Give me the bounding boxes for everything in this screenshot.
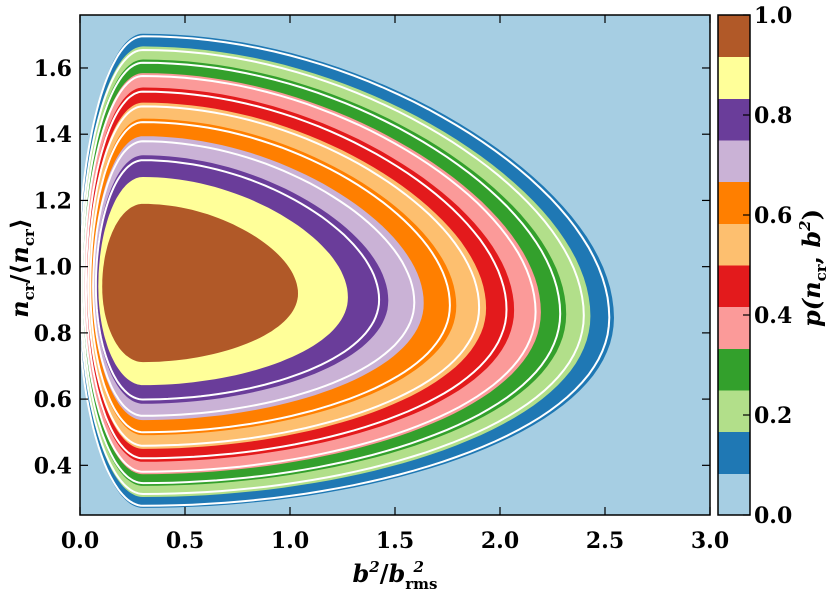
contour-line-2 [80,61,562,485]
heatmap-band-11 [102,203,298,363]
colorbar-swatch [718,15,750,57]
x-axis-label: b2/brms2 [353,558,438,593]
contour-line-6 [89,121,451,434]
colorbar-label: p(ncr, b2) [796,209,830,327]
y-tick-label: 0.6 [34,387,72,413]
colorbar [718,15,750,516]
y-tick-label: 0.8 [34,321,72,347]
heatmap-bands [80,33,614,508]
colorbar-swatch [718,56,750,99]
y-tick-label: 0.4 [34,453,72,479]
colorbar-tick-label: 0.6 [754,203,792,229]
colorbar-swatch [718,98,750,141]
colorbar-swatch [718,181,750,224]
x-tick-label: 1.0 [271,528,309,554]
colorbar-swatch [718,390,750,432]
colorbar-swatch [718,431,750,474]
contour-line-7 [92,140,416,417]
y-tick-label: 1.4 [34,122,72,148]
y-tick-label: 1.0 [34,255,72,281]
colorbar-swatch [718,223,750,266]
x-tick-label: 2.0 [481,528,519,554]
contour-line-4 [84,90,508,460]
x-tick-label: 1.5 [376,528,414,554]
white-contours [80,35,611,507]
contour-line-5 [87,105,481,447]
x-tick-label: 0.5 [166,528,204,554]
y-tick-label: 1.6 [34,56,72,82]
x-tick-label: 3.0 [691,528,729,554]
colorbar-swatch [718,140,750,182]
contour-line-8 [94,159,381,401]
contour-line-0 [80,35,611,507]
colorbar-tick-label: 0.4 [754,303,792,329]
colorbar-swatch [718,348,750,391]
colorbar-tick-label: 1.0 [754,3,792,29]
colorbar-tick-label: 0.2 [754,403,792,429]
colorbar-frame [717,14,751,516]
colorbar-axis: 0.0 0.2 0.4 0.6 0.8 1.0 [743,3,792,529]
y-tick-label: 1.2 [34,188,72,214]
x-tick-label: 2.5 [586,528,624,554]
colorbar-swatch [718,473,750,516]
y-axis: 0.4 0.6 0.8 1.0 1.2 1.4 1.6 [34,56,710,479]
colorbar-swatch [718,265,750,307]
contour-line-3 [82,74,537,473]
colorbar-tick-label: 0.0 [754,503,792,529]
contour-line-1 [80,48,585,496]
colorbar-tick-label: 0.8 [754,103,792,129]
x-tick-label: 0.0 [61,528,99,554]
x-axis: 0.0 0.5 1.0 1.5 2.0 2.5 3.0 [61,15,729,554]
y-axis-label: ncr/⟨ncr⟩ [5,218,38,318]
colorbar-swatch [718,306,750,349]
